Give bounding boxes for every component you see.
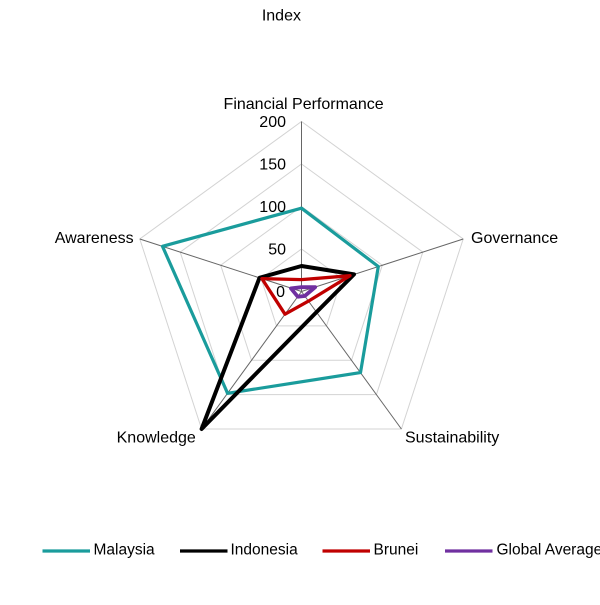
svg-text:150: 150 bbox=[259, 156, 286, 173]
svg-text:0: 0 bbox=[276, 284, 285, 301]
svg-text:200: 200 bbox=[259, 114, 286, 131]
svg-text:Global Average: Global Average bbox=[497, 542, 600, 559]
svg-text:50: 50 bbox=[268, 241, 286, 258]
svg-text:Awareness: Awareness bbox=[55, 230, 134, 247]
svg-text:Index: Index bbox=[262, 8, 301, 25]
svg-text:Brunei: Brunei bbox=[374, 542, 419, 559]
svg-text:Indonesia: Indonesia bbox=[231, 542, 299, 559]
svg-text:Financial Performance: Financial Performance bbox=[224, 96, 384, 113]
svg-text:Knowledge: Knowledge bbox=[117, 430, 196, 447]
svg-text:Governance: Governance bbox=[471, 230, 558, 247]
svg-text:Malaysia: Malaysia bbox=[94, 542, 156, 559]
svg-text:Sustainability: Sustainability bbox=[405, 430, 499, 447]
svg-text:100: 100 bbox=[259, 199, 286, 216]
